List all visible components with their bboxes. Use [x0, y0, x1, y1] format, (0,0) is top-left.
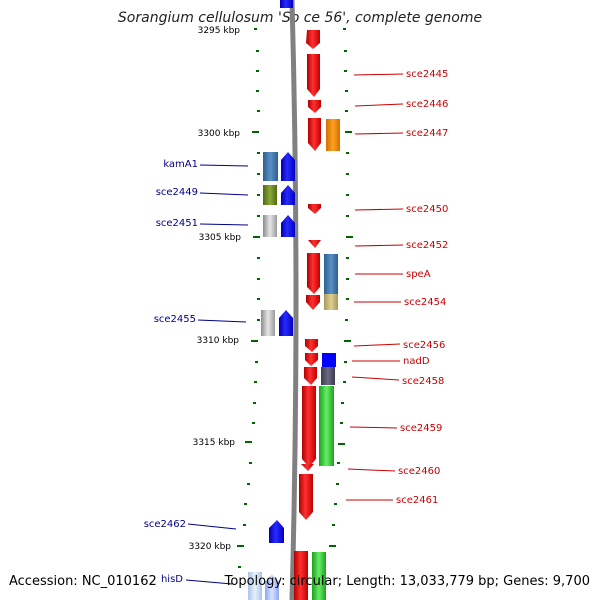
- feature-block[interactable]: [322, 353, 336, 367]
- scale-label: 3295 kbp: [198, 26, 241, 36]
- reverse-strand-genes: [294, 30, 321, 600]
- left-labels: kamA1 sce2449 sce2451 sce2455 sce2462 hi…: [144, 159, 249, 585]
- scale-ticks: [237, 28, 353, 568]
- label-leader: [349, 426, 398, 429]
- gene-label[interactable]: sce2459: [400, 423, 442, 434]
- gene-label[interactable]: sce2454: [404, 297, 446, 308]
- label-leader: [347, 468, 396, 472]
- gene-label[interactable]: sce2450: [406, 204, 448, 215]
- gene-arrow[interactable]: [281, 185, 295, 205]
- gene-label[interactable]: sce2451: [156, 218, 198, 229]
- label-leader: [197, 319, 247, 323]
- label-leader: [199, 164, 249, 167]
- gene-label[interactable]: sce2447: [406, 128, 448, 139]
- topology-text: Topology: circular; Length: 13,033,779 b…: [224, 574, 590, 589]
- gene-arrow[interactable]: [294, 551, 308, 600]
- feature-block[interactable]: [248, 572, 262, 600]
- gene-arrow[interactable]: [265, 574, 279, 600]
- gene-label[interactable]: sce2461: [396, 495, 438, 506]
- label-leader: [353, 343, 401, 347]
- gene-label[interactable]: kamA1: [163, 159, 198, 170]
- gene-label[interactable]: sce2462: [144, 519, 186, 530]
- genome-backbone: [289, 0, 299, 600]
- gene-label[interactable]: sce2458: [402, 376, 444, 387]
- feature-block[interactable]: [319, 386, 334, 466]
- gene-arrow[interactable]: [280, 0, 293, 8]
- gene-arrow[interactable]: [308, 204, 321, 214]
- gene-arrow[interactable]: [269, 520, 284, 543]
- gene-arrow[interactable]: [306, 295, 320, 310]
- scale-label: 3320 kbp: [189, 542, 232, 552]
- scale-label: 3305 kbp: [199, 233, 242, 243]
- label-leader: [199, 223, 249, 226]
- label-leader: [354, 208, 404, 211]
- feature-block[interactable]: [263, 185, 277, 205]
- gene-label[interactable]: sce2455: [154, 314, 196, 325]
- label-leader: [199, 192, 249, 196]
- page-title: Sorangium cellulosum 'So ce 56', complet…: [117, 10, 483, 26]
- scale-label: 3315 kbp: [193, 438, 236, 448]
- gene-arrow[interactable]: [281, 152, 295, 181]
- feature-block[interactable]: [312, 552, 326, 600]
- gene-arrow[interactable]: [279, 310, 293, 336]
- gene-label[interactable]: nadD: [403, 356, 430, 367]
- gene-arrow[interactable]: [307, 54, 320, 97]
- label-leader: [185, 579, 233, 585]
- feature-block[interactable]: [324, 294, 338, 310]
- gene-arrow[interactable]: [299, 474, 313, 520]
- gene-arrow[interactable]: [301, 464, 314, 471]
- accession-text: Accession: NC_010162: [9, 574, 157, 589]
- gene-arrow[interactable]: [305, 353, 318, 366]
- gene-arrow[interactable]: [308, 240, 321, 248]
- reverse-strand-features: [312, 119, 340, 600]
- label-leader: [354, 103, 404, 107]
- feature-block[interactable]: [263, 152, 278, 181]
- gene-label[interactable]: sce2445: [406, 69, 448, 80]
- scale-label: 3310 kbp: [197, 336, 240, 346]
- feature-block[interactable]: [321, 367, 335, 385]
- forward-strand-genes: [248, 0, 295, 600]
- label-leader: [353, 73, 404, 76]
- label-leader: [354, 244, 404, 247]
- feature-block[interactable]: [261, 310, 275, 336]
- feature-block[interactable]: [324, 254, 338, 294]
- feature-block[interactable]: [326, 119, 340, 151]
- gene-arrow[interactable]: [302, 386, 316, 467]
- gene-arrow[interactable]: [306, 30, 320, 49]
- label-leader: [187, 523, 237, 530]
- right-labels: sce2445 sce2446 sce2447 sce2450 sce2452 …: [346, 69, 448, 506]
- gene-label[interactable]: hisD: [161, 574, 183, 585]
- gene-label[interactable]: sce2452: [406, 240, 448, 251]
- scale-label: 3300 kbp: [198, 129, 241, 139]
- label-leader: [351, 376, 400, 381]
- gene-arrow[interactable]: [307, 253, 320, 294]
- gene-arrow[interactable]: [304, 367, 317, 385]
- gene-label[interactable]: speA: [406, 269, 431, 280]
- gene-label[interactable]: sce2446: [406, 99, 448, 110]
- gene-label[interactable]: sce2460: [398, 466, 440, 477]
- gene-arrow[interactable]: [305, 339, 318, 352]
- gene-label[interactable]: sce2456: [403, 340, 445, 351]
- feature-block[interactable]: [263, 215, 277, 237]
- gene-arrow[interactable]: [308, 100, 321, 113]
- gene-label[interactable]: sce2449: [156, 187, 198, 198]
- gene-arrow[interactable]: [281, 215, 295, 237]
- label-leader: [354, 132, 404, 135]
- gene-arrow[interactable]: [308, 118, 321, 151]
